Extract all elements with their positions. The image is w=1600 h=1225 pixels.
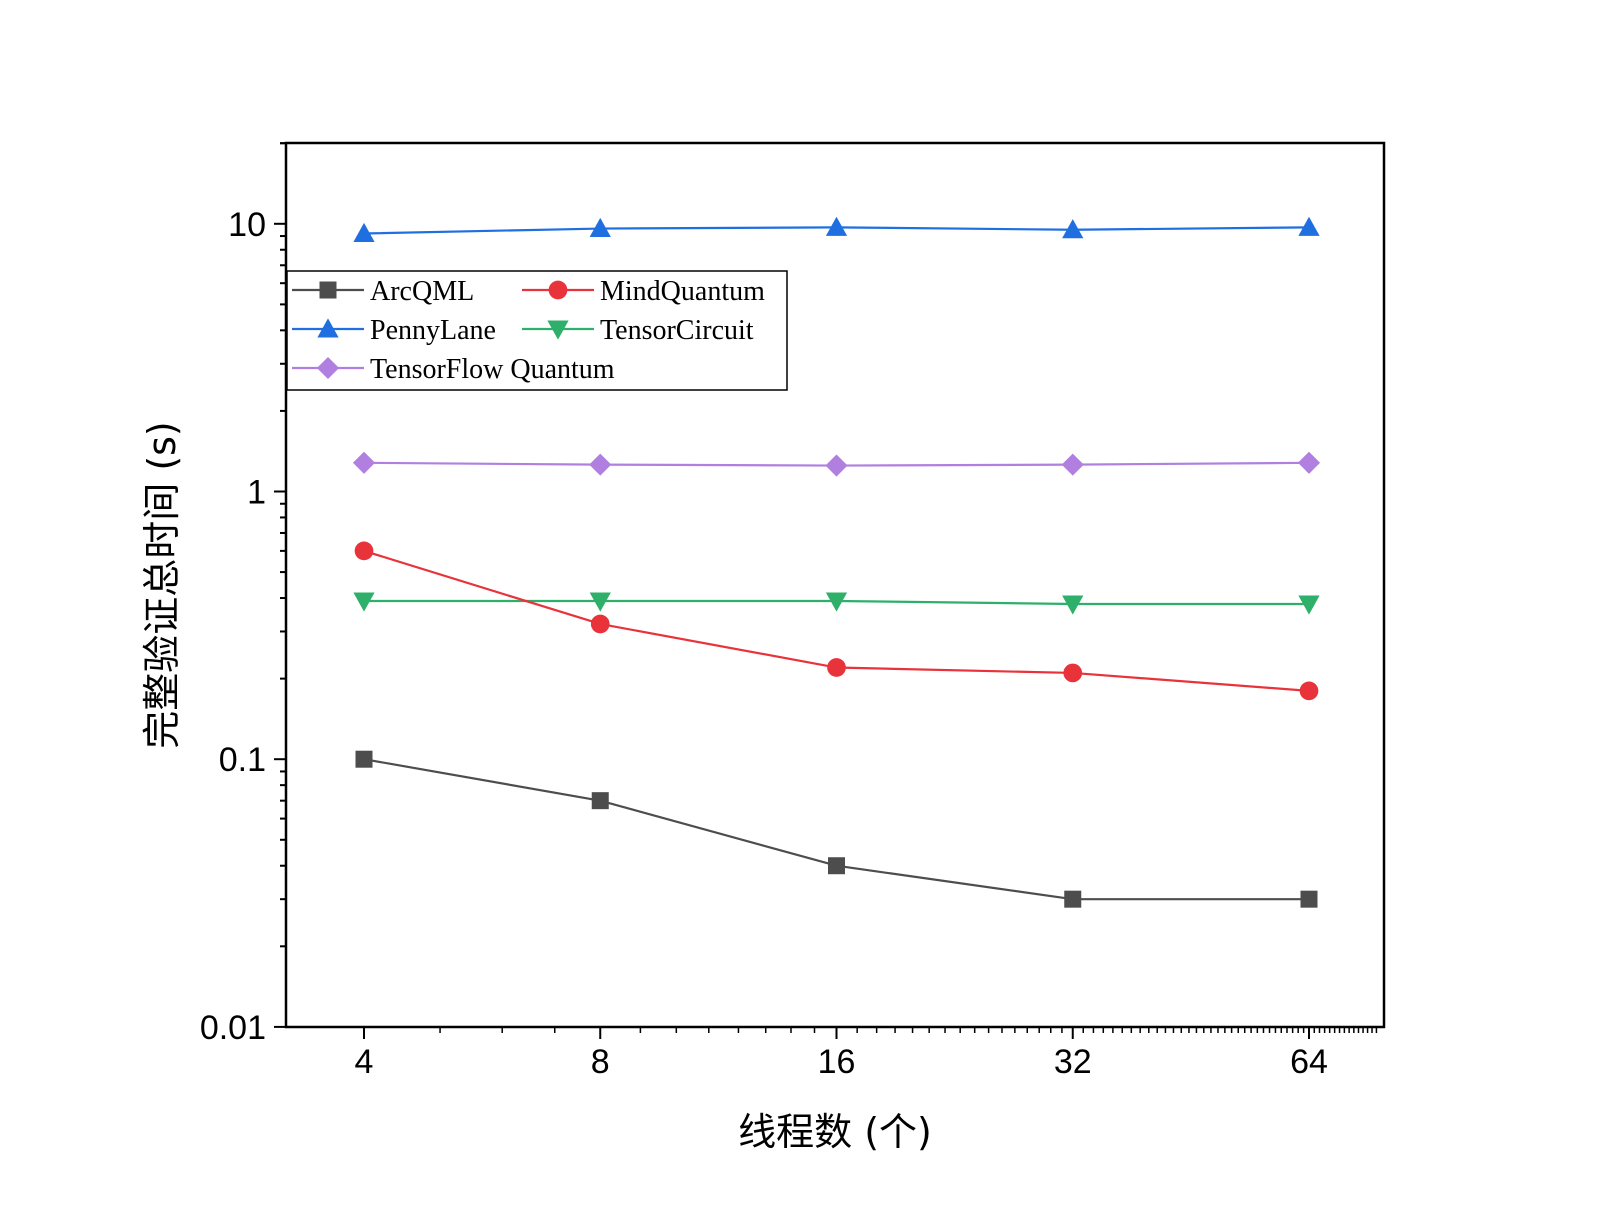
series-tensorflow-quantum (352, 451, 1321, 477)
legend-label: TensorFlow Quantum (370, 354, 615, 385)
data-point (354, 541, 374, 561)
legend-item: MindQuantum (522, 276, 765, 307)
y-tick-label: 0.1 (219, 741, 266, 779)
legend-item: TensorCircuit (522, 315, 754, 346)
legend-label: PennyLane (370, 315, 496, 346)
x-tick-label: 16 (818, 1043, 856, 1081)
x-tick-label: 64 (1290, 1043, 1328, 1081)
data-point (1063, 663, 1083, 683)
data-point (1298, 216, 1320, 236)
data-point (1062, 219, 1084, 239)
data-point (591, 792, 609, 810)
legend-marker (547, 320, 569, 340)
legend-label: TensorCircuit (600, 315, 754, 346)
legend-marker (317, 318, 339, 338)
data-point (825, 216, 848, 236)
legend-marker (316, 356, 340, 380)
data-point (589, 217, 611, 238)
data-point (590, 614, 610, 634)
series-tensorcircuit (353, 592, 1320, 615)
data-point (589, 453, 612, 476)
data-point (1061, 453, 1084, 476)
series-arcqml (355, 750, 1318, 908)
x-tick-label: 32 (1054, 1043, 1092, 1081)
legend-marker (319, 281, 337, 299)
data-point (1299, 681, 1319, 701)
data-point (353, 592, 375, 612)
data-point (828, 857, 845, 875)
data-point (1298, 595, 1320, 615)
data-point (1297, 451, 1321, 474)
series-layer (352, 216, 1321, 908)
data-point (1300, 890, 1318, 908)
x-tick-labels: 4 8 16 32 64 (355, 1043, 1328, 1081)
data-point (1062, 595, 1084, 615)
data-point (827, 658, 846, 677)
data-point (825, 592, 848, 612)
legend: ArcQML MindQuantum PennyLane TensorCircuit T… (286, 270, 788, 391)
y-axis-title: 完整验证总时间 (s) (140, 421, 184, 749)
series-mindquantum (354, 541, 1319, 701)
legend-label: ArcQML (370, 276, 474, 307)
legend-label: MindQuantum (600, 276, 765, 307)
y-tick-label: 0.01 (200, 1009, 266, 1047)
x-tick-label: 4 (355, 1043, 374, 1081)
data-point (589, 592, 611, 612)
legend-item: ArcQML (292, 276, 474, 307)
y-tick-label: 10 (228, 206, 266, 244)
x-axis-title: 线程数 (个) (738, 1110, 932, 1154)
series-pennylane (353, 216, 1320, 242)
x-tick-label: 8 (591, 1043, 610, 1081)
data-point (825, 454, 848, 477)
legend-marker (548, 280, 568, 300)
data-point (1064, 890, 1082, 908)
data-point (352, 451, 376, 474)
data-point (353, 222, 375, 242)
plot-frame (284, 141, 1386, 1029)
legend-item: TensorFlow Quantum (292, 354, 615, 385)
y-tick-label: 1 (247, 474, 266, 512)
y-tick-labels: 0.01 0.1 1 10 (200, 206, 266, 1047)
legend-item: PennyLane (292, 315, 496, 346)
data-point (355, 750, 373, 768)
